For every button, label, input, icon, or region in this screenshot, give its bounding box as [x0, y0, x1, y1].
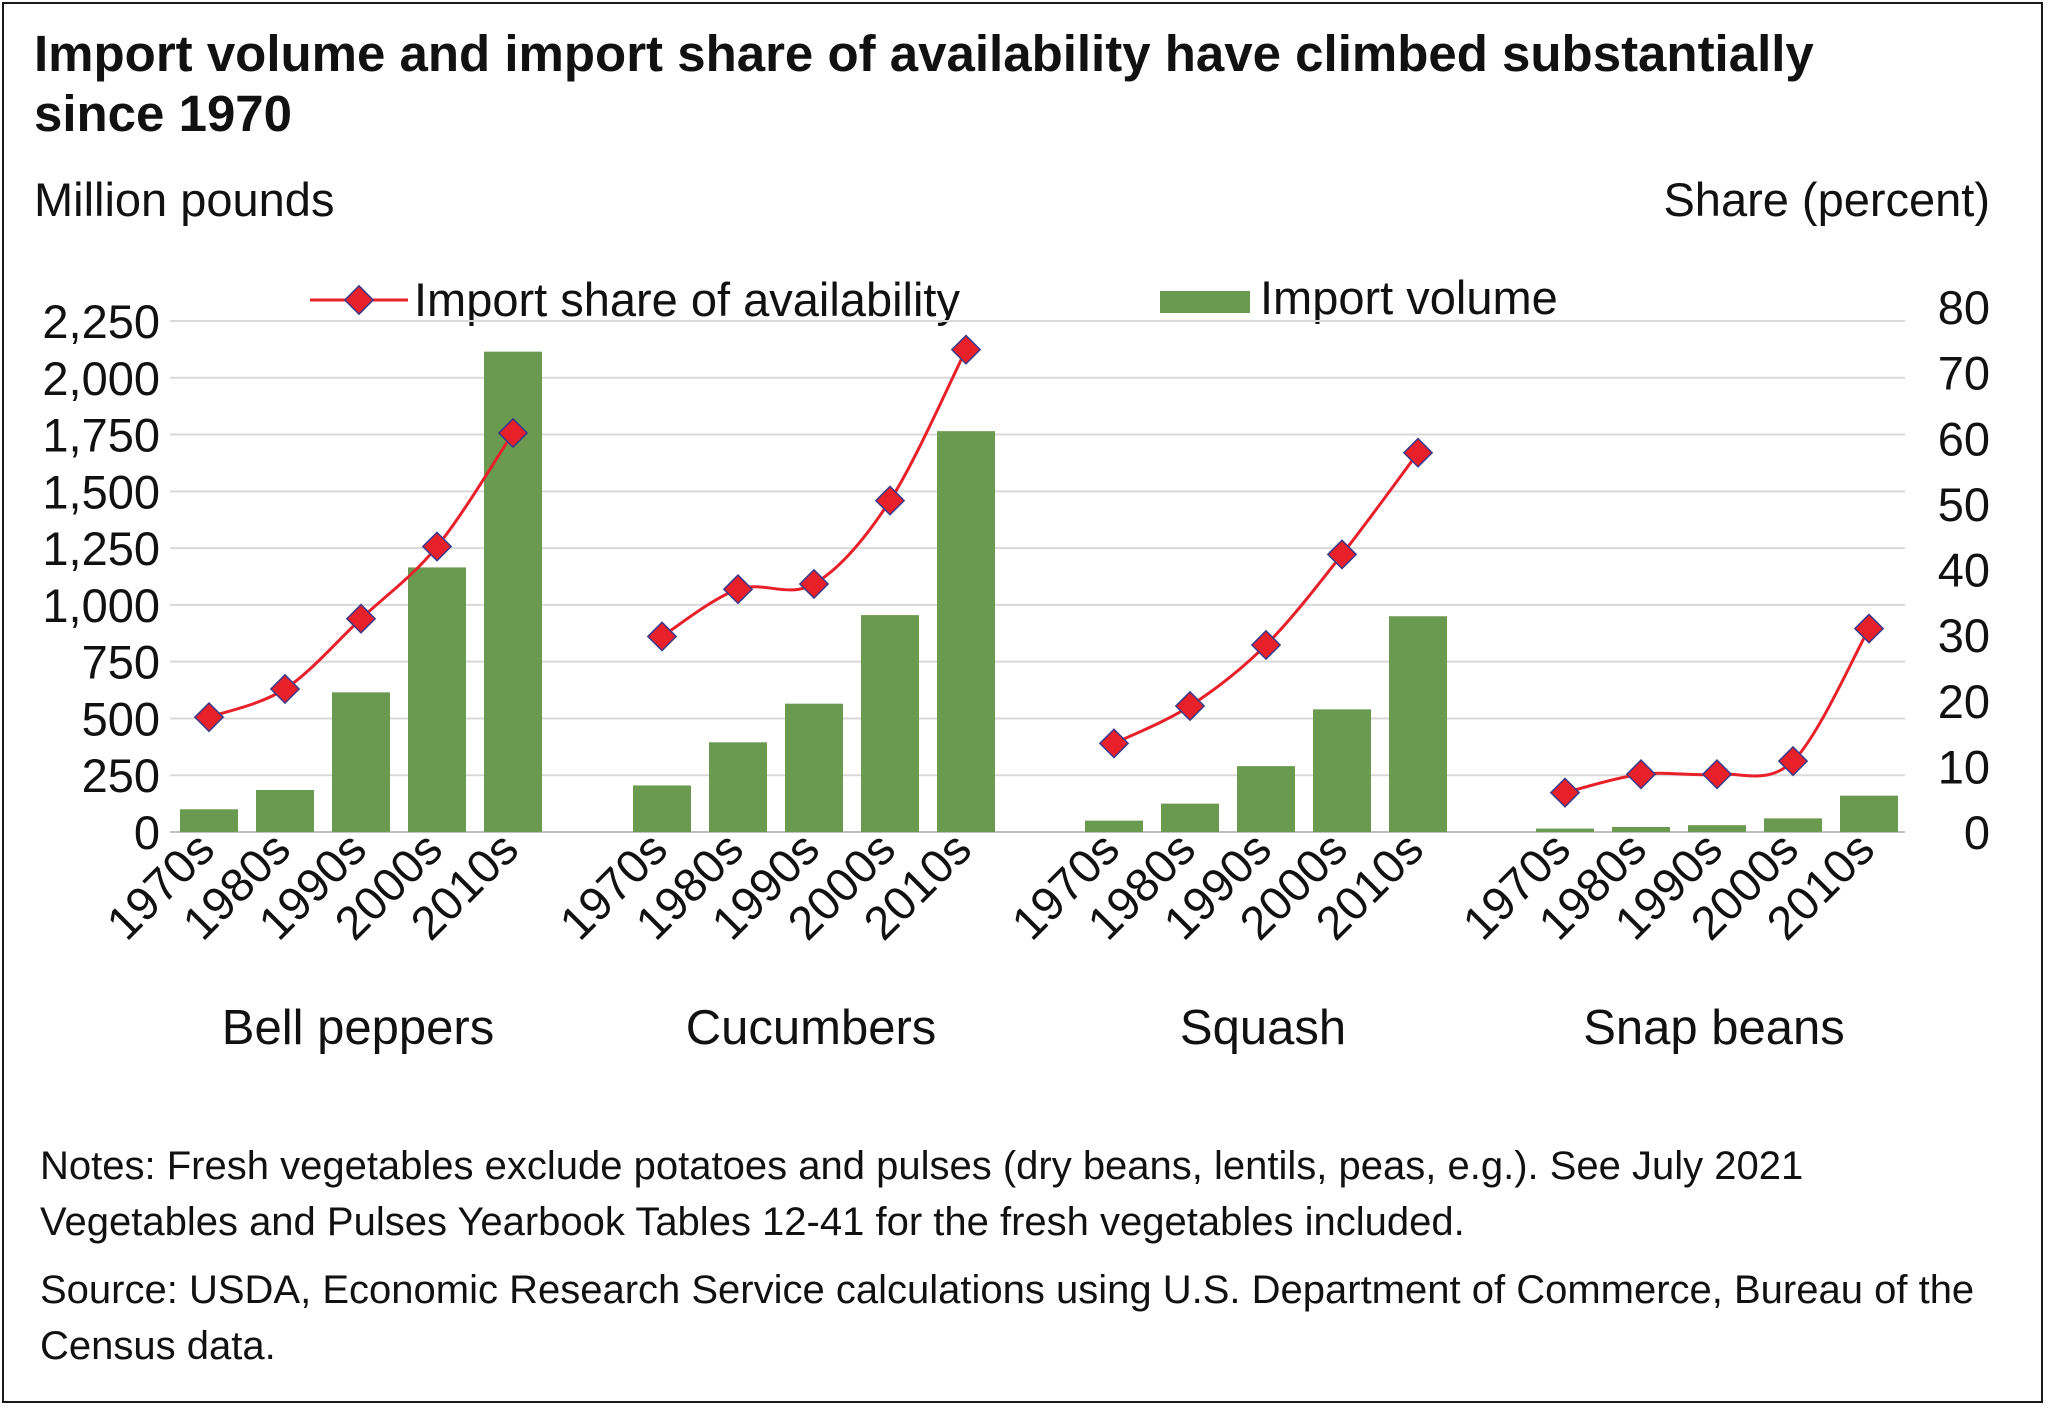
bar-import-volume: [937, 431, 995, 832]
share-lines: [193, 334, 1885, 808]
marker-import-share: [722, 573, 754, 605]
group-label: Cucumbers: [686, 1001, 937, 1055]
y-left-tick-label: 1,000: [42, 579, 160, 632]
group-label: Squash: [1180, 1001, 1346, 1055]
group-label: Snap beans: [1583, 1001, 1845, 1055]
y-right-tick-label: 40: [1938, 544, 1990, 597]
bar-import-volume: [1313, 709, 1371, 832]
bar-import-volume: [1161, 803, 1219, 832]
legend-marker-swatch: [343, 284, 375, 316]
bar-import-volume: [1085, 820, 1143, 832]
bar-import-volume: [1389, 616, 1447, 832]
marker-import-share: [345, 603, 377, 634]
line-import-share: [1113, 451, 1420, 745]
y-right-tick-label: 20: [1938, 675, 1990, 728]
bar-import-volume: [408, 567, 466, 832]
y-right-tick-label: 60: [1938, 412, 1990, 465]
legend-item-import-share: Import share of availability: [310, 273, 960, 326]
marker-import-share: [1549, 777, 1581, 808]
marker-import-share: [421, 531, 453, 562]
y-left-tick-label: 0: [134, 806, 160, 859]
legend-label-import-share: Import share of availability: [414, 273, 960, 326]
legend-bar-swatch: [1160, 291, 1250, 313]
y-left-tick-label: 250: [82, 749, 160, 802]
marker-import-share: [1250, 629, 1282, 661]
bar-import-volume: [1237, 766, 1295, 832]
marker-import-share: [1174, 690, 1206, 722]
marker-import-share: [950, 334, 982, 365]
y-right-tick-label: 50: [1938, 478, 1990, 531]
legend: Import share of availability Import volu…: [310, 271, 1558, 326]
bar-import-volume: [785, 703, 843, 832]
marker-import-share: [798, 568, 830, 600]
y-left-tick-label: 750: [82, 636, 160, 689]
source-text: Source: USDA, Economic Research Service …: [40, 1268, 1975, 1368]
bar-import-volume: [1612, 827, 1670, 832]
marker-import-share: [1853, 613, 1885, 644]
marker-import-share: [1326, 539, 1358, 570]
marker-import-share: [1701, 759, 1733, 790]
y-left-tick-label: 1,250: [42, 522, 160, 575]
y-right-tick-label: 30: [1938, 609, 1990, 662]
y-left-tick-label: 1,750: [42, 409, 160, 462]
legend-item-import-volume: Import volume: [1160, 271, 1558, 324]
marker-import-share: [1625, 759, 1657, 790]
y-axis-left-label: Million pounds: [34, 173, 334, 226]
bar-import-volume: [332, 692, 390, 832]
marker-import-share: [874, 485, 906, 516]
chart-title: Import volume and import share of availa…: [34, 25, 1814, 142]
bar-import-volume: [1840, 795, 1898, 832]
notes-text: Notes: Fresh vegetables exclude potatoes…: [40, 1144, 1804, 1244]
group-label: Bell peppers: [222, 1001, 494, 1055]
line-import-share: [661, 348, 968, 638]
marker-import-share: [497, 417, 529, 449]
y-right-tick-label: 0: [1964, 806, 1990, 859]
marker-import-share: [1098, 728, 1130, 759]
bar-import-volume: [180, 809, 238, 832]
y-left-tick-label: 2,000: [42, 352, 160, 405]
y-left-tick-label: 2,250: [42, 295, 160, 348]
y-right-tick-label: 10: [1938, 740, 1990, 793]
bar-import-volume: [861, 615, 919, 832]
bar-import-volume: [1688, 825, 1746, 832]
bar-import-volume: [1536, 828, 1594, 832]
marker-import-share: [646, 621, 678, 652]
marker-import-share: [193, 701, 225, 733]
legend-label-import-volume: Import volume: [1260, 271, 1558, 324]
bar-import-volume: [633, 785, 691, 832]
line-import-share: [208, 432, 515, 719]
marker-import-share: [1402, 437, 1434, 468]
y-left-tick-label: 1,500: [42, 465, 160, 518]
y-right-tick-label: 80: [1938, 281, 1990, 334]
bars: [180, 351, 1898, 832]
y-axis-right-label: Share (percent): [1663, 173, 1990, 226]
marker-import-share: [269, 673, 301, 705]
chart-canvas: Million pounds Share (percent) Import sh…: [34, 173, 1990, 1055]
y-left-tick-label: 500: [82, 692, 160, 745]
marker-import-share: [1777, 745, 1809, 777]
y-axis-right: 0 10 20 30 40 50 60 70 80: [1938, 281, 1990, 859]
bar-import-volume: [1764, 818, 1822, 832]
bar-import-volume: [256, 789, 314, 832]
bar-import-volume: [709, 742, 767, 832]
y-right-tick-label: 70: [1938, 347, 1990, 400]
